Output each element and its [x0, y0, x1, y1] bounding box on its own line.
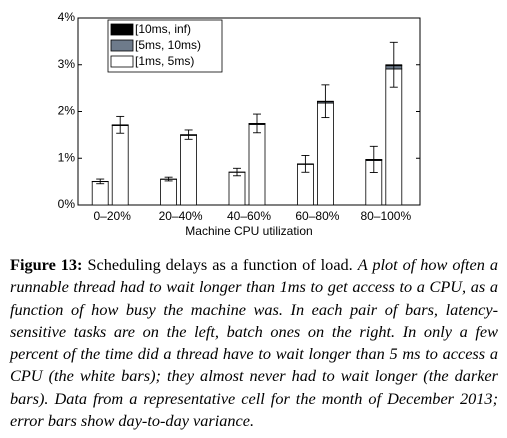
chart: Machine CPU utilization 0% 1% 2% 3% 4% 0–20% 2…: [58, 10, 421, 238]
y-tick-label: 3%: [58, 57, 76, 71]
bar-segment: [91, 181, 109, 206]
y-tick-label: 4%: [58, 10, 76, 24]
error-bar: [164, 176, 173, 182]
legend-label: [1ms, 5ms): [135, 54, 194, 68]
error-bar: [369, 145, 378, 173]
x-tick-label: 20–40%: [159, 209, 203, 223]
caption: Figure 13: Scheduling delays as a functi…: [10, 254, 498, 432]
legend-label: [5ms, 10ms): [135, 38, 201, 52]
y-tick-label: 2%: [58, 104, 76, 118]
error-bar: [96, 178, 105, 185]
x-tick-label: 40–60%: [227, 209, 271, 223]
bar-segment: [228, 171, 246, 206]
error-bar: [321, 84, 330, 119]
x-axis-label: Machine CPU utilization: [185, 224, 312, 238]
y-tick-label: 1%: [58, 150, 76, 164]
error-bar: [233, 167, 241, 177]
error-bar: [389, 41, 398, 88]
legend-label: [10ms, inf): [135, 22, 191, 36]
bar-segment: [111, 125, 129, 206]
legend-swatch: [110, 55, 134, 68]
error-bar: [253, 113, 261, 134]
caption-label: Figure 13:: [10, 255, 83, 274]
x-tick-label: 80–100%: [360, 209, 411, 223]
bar-segment: [316, 102, 334, 206]
error-bar: [184, 129, 193, 140]
bar-segment: [180, 134, 198, 206]
error-bar: [301, 154, 310, 173]
y-tick-label: 0%: [58, 197, 76, 211]
x-tick-label: 0–20%: [94, 209, 132, 223]
error-bar: [116, 115, 125, 134]
legend-swatch: [110, 23, 134, 36]
bar-segment: [160, 178, 178, 206]
caption-title: Scheduling delays as a function of load.: [87, 255, 353, 274]
caption-text: A plot of how often a runnable thread ha…: [10, 255, 498, 431]
bar-segment: [248, 124, 266, 206]
x-tick-label: 60–80%: [295, 209, 339, 223]
bar-segment: [385, 68, 403, 206]
legend-swatch: [110, 39, 134, 52]
